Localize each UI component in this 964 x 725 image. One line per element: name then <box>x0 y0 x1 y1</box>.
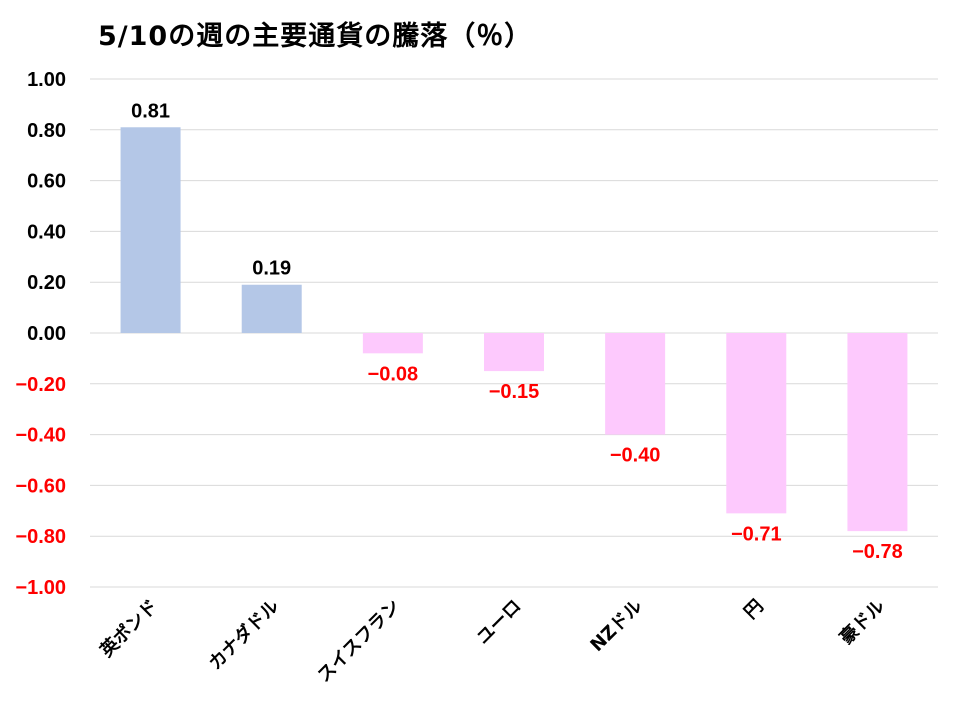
category-label: カナダドル <box>204 595 283 674</box>
y-tick-label: 0.80 <box>27 120 66 142</box>
y-tick-label: 0.00 <box>27 323 66 345</box>
y-tick-label: −0.60 <box>15 475 66 497</box>
data-label: −0.40 <box>610 445 661 467</box>
category-label: スイスフラン <box>314 596 405 687</box>
bar <box>241 284 302 333</box>
y-tick-label: 0.40 <box>27 221 66 243</box>
y-tick-label: −0.20 <box>15 374 66 396</box>
y-tick-label: −0.80 <box>15 526 66 548</box>
category-label: ユーロ <box>473 596 526 649</box>
y-tick-label: −0.40 <box>15 425 66 447</box>
gridlines <box>90 78 938 588</box>
bar <box>120 127 181 333</box>
bar <box>726 333 787 514</box>
bar <box>362 333 423 354</box>
y-tick-label: −1.00 <box>15 577 66 599</box>
bar <box>484 333 544 372</box>
data-label: −0.78 <box>852 541 903 563</box>
category-labels: 英ポンド カナダドル スイスフラン ユーロ NZドル 円 豪ドル <box>95 595 889 687</box>
y-tick-label: 0.60 <box>27 171 66 193</box>
data-label: −0.08 <box>368 363 419 385</box>
y-axis-ticks: 1.00 0.80 0.60 0.40 0.20 0.00 −0.20 −0.40 −0.60 −… <box>15 69 66 599</box>
category-label: NZドル <box>586 596 646 656</box>
category-label: 豪ドル <box>835 595 889 649</box>
category-label: 英ポンド <box>95 595 162 662</box>
data-label: −0.15 <box>489 381 540 403</box>
bar <box>605 333 666 435</box>
chart-title: 5/10の週の主要通貨の騰落（％） <box>98 21 533 52</box>
bar <box>847 333 908 532</box>
category-label: 円 <box>740 596 768 624</box>
y-tick-label: 0.20 <box>27 272 66 294</box>
data-label: 0.81 <box>131 100 170 122</box>
y-tick-label: 1.00 <box>27 69 66 91</box>
bars <box>120 127 908 532</box>
data-label: 0.19 <box>252 258 291 280</box>
data-labels: 0.81 0.19 −0.08 −0.15 −0.40 −0.71 −0.78 <box>131 100 903 563</box>
data-label: −0.71 <box>731 523 782 545</box>
